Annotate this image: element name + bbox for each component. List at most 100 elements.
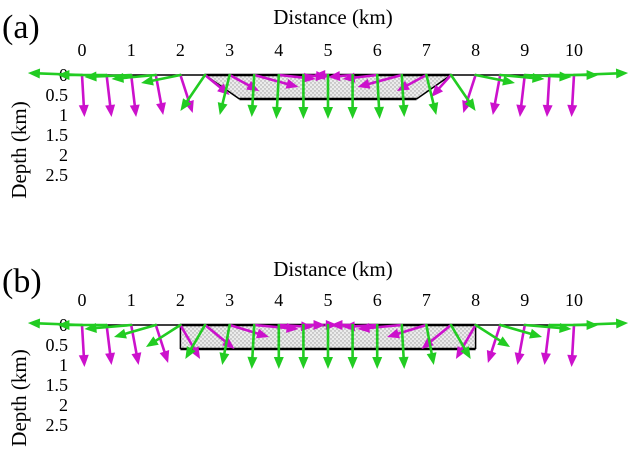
green-arrow — [57, 70, 108, 80]
green-arrow — [84, 322, 133, 333]
green-arrow — [185, 323, 207, 359]
x-tick-label: 4 — [274, 40, 283, 60]
green-arrow — [323, 323, 333, 369]
magenta-arrow — [105, 323, 116, 365]
green-arrow — [217, 73, 231, 115]
y-tick-label: 2 — [59, 395, 68, 415]
y-tick-label: 0.5 — [46, 335, 69, 355]
x-tick-label: 7 — [422, 40, 431, 60]
y-axis-title: Depth (km) — [7, 349, 31, 446]
green-arrow — [347, 73, 358, 119]
vector-field — [27, 318, 629, 369]
green-arrow — [27, 318, 84, 329]
y-tick-label: 2.5 — [46, 165, 69, 185]
magenta-arrow — [357, 73, 404, 89]
x-tick-label: 0 — [78, 290, 87, 310]
magenta-arrow — [431, 73, 453, 97]
magenta-arrow — [567, 323, 578, 367]
magenta-arrow — [252, 73, 299, 89]
x-tick-label: 4 — [274, 290, 283, 310]
green-arrow — [180, 73, 207, 111]
green-arrow — [247, 323, 258, 369]
green-arrow — [398, 73, 409, 117]
green-arrow — [141, 73, 182, 86]
magenta-arrow — [540, 323, 551, 365]
x-tick-label: 5 — [324, 40, 333, 60]
y-tick-label: 1 — [59, 105, 68, 125]
green-arrow — [27, 68, 84, 79]
y-tick-label: 2 — [59, 145, 68, 165]
green-arrow — [347, 323, 358, 369]
x-tick-label: 1 — [127, 290, 136, 310]
green-arrow — [398, 323, 409, 369]
green-arrow — [298, 323, 309, 369]
panel-a: (a) Distance (km) Depth (km) 0 1 2 3 4 5 6 7 8 9 1… — [2, 5, 629, 199]
green-arrow — [572, 318, 629, 329]
green-arrow — [323, 73, 333, 119]
y-tick-labels: 00.511.522.5 — [46, 65, 69, 185]
magenta-arrow — [514, 323, 527, 365]
x-axis-title: Distance (km) — [273, 5, 393, 29]
green-arrow — [111, 72, 158, 83]
x-tick-label: 0 — [78, 40, 87, 60]
y-axis-title: Depth (km) — [7, 101, 31, 198]
magenta-arrow — [567, 73, 578, 117]
green-arrow — [145, 323, 182, 347]
magenta-arrow — [179, 323, 201, 359]
magenta-arrow — [455, 323, 477, 359]
green-arrow — [219, 323, 231, 365]
green-arrow — [474, 323, 511, 347]
magenta-arrow — [129, 323, 142, 365]
x-tick-label: 8 — [471, 40, 480, 60]
green-arrow — [273, 323, 284, 369]
green-arrow — [298, 73, 309, 119]
green-arrow — [113, 323, 158, 339]
magenta-arrow — [516, 73, 527, 117]
x-tick-label: 10 — [565, 290, 583, 310]
green-arrow — [247, 73, 258, 117]
green-arrow — [57, 320, 108, 330]
x-tick-label: 8 — [471, 290, 480, 310]
x-tick-label: 3 — [225, 40, 234, 60]
green-arrow — [449, 73, 476, 111]
green-arrow — [449, 323, 471, 359]
green-arrow — [572, 68, 629, 79]
green-arrow — [474, 73, 515, 86]
body-right-edge — [416, 74, 452, 100]
x-tick-label: 3 — [225, 290, 234, 310]
magenta-arrow — [129, 73, 140, 117]
green-arrow — [372, 323, 383, 369]
x-tick-label: 2 — [176, 290, 185, 310]
y-tick-label: 0.5 — [46, 85, 69, 105]
green-arrow — [84, 71, 133, 82]
x-tick-labels: 0 1 2 3 4 5 6 7 8 9 10 — [78, 290, 584, 310]
x-axis-title: Distance (km) — [273, 257, 393, 281]
x-tick-label: 9 — [520, 40, 529, 60]
x-tick-label: 9 — [520, 290, 529, 310]
x-tick-label: 7 — [422, 290, 431, 310]
y-tick-label: 1.5 — [46, 375, 69, 395]
magenta-arrow — [302, 320, 326, 330]
green-arrow — [272, 73, 283, 119]
x-tick-label: 10 — [565, 40, 583, 60]
x-tick-label: 2 — [176, 40, 185, 60]
green-arrow — [425, 73, 439, 115]
magenta-arrow — [105, 73, 116, 117]
x-tick-label: 1 — [127, 40, 136, 60]
magenta-arrow — [542, 73, 553, 117]
magenta-arrow — [78, 323, 89, 367]
y-tick-label: 1.5 — [46, 125, 69, 145]
y-tick-labels: 00.511.522.5 — [46, 315, 69, 435]
magenta-arrow — [78, 73, 89, 117]
panel-b: (b) Distance (km) Depth (km) 0 1 2 3 4 5 6 7 8 9 1… — [2, 257, 629, 447]
panel-label: (a) — [2, 9, 40, 46]
green-arrow — [373, 73, 384, 119]
vector-field — [27, 68, 629, 119]
green-arrow — [498, 323, 543, 339]
y-tick-label: 2.5 — [46, 415, 69, 435]
y-tick-label: 1 — [59, 355, 68, 375]
panel-label: (b) — [2, 263, 42, 300]
x-tick-label: 5 — [324, 290, 333, 310]
green-arrow — [425, 323, 437, 365]
